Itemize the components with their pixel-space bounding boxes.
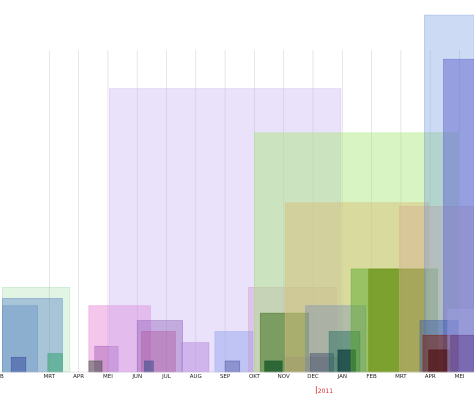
x-tick-label: MRT: [44, 374, 56, 380]
bar: [144, 360, 154, 373]
bar: [180, 342, 210, 373]
x-tick-label: APR: [73, 374, 84, 380]
x-tick-label: NOV: [278, 374, 290, 380]
x-tick-label: MRT: [395, 374, 407, 380]
bar: [224, 360, 241, 373]
x-tick-label: B: [0, 374, 4, 380]
x-tick-label: MEI: [103, 374, 113, 380]
bar: [428, 349, 450, 373]
bar: [264, 360, 283, 373]
x-axis-ticks: B MRT APR MEI JUN JUL AUG SEP OKT NOV DEC JAN FEB MRT…: [0, 374, 465, 380]
x-tick-label: MEI: [455, 374, 465, 380]
year-marker-label: 2011: [318, 388, 333, 395]
x-tick-label: JUN: [131, 374, 142, 380]
bar: [10, 356, 27, 373]
year-marker: 2011: [315, 386, 333, 395]
x-tick-label: JUL: [161, 374, 172, 380]
bar: [47, 353, 63, 373]
x-tick-label: FEB: [366, 374, 377, 380]
x-tick-label: AUG: [190, 374, 202, 380]
x-tick-label: OKT: [249, 374, 261, 380]
x-tick-label: APR: [425, 374, 436, 380]
bar: [450, 334, 474, 373]
x-tick-label: DEC: [307, 374, 319, 380]
bar: [214, 331, 254, 373]
x-tick-label: SEP: [220, 374, 231, 380]
x-tick-label: JAN: [337, 374, 347, 380]
bar: [88, 360, 103, 373]
bar: [368, 268, 427, 373]
bars-layer: [2, 14, 474, 373]
